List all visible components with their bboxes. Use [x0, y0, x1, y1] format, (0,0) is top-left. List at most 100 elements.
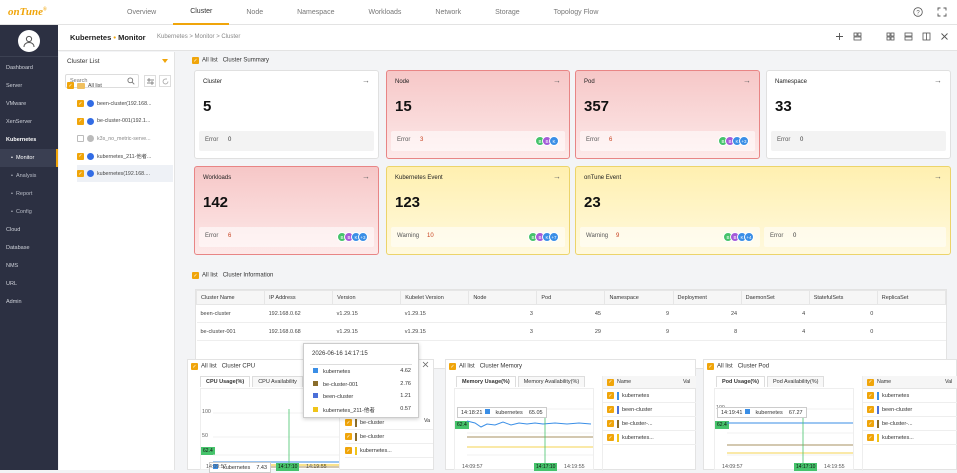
help-icon[interactable]: ? [913, 7, 923, 17]
tab-all-list[interactable]: All list [202, 57, 218, 64]
checkbox[interactable]: ✓ [867, 434, 874, 441]
checkbox[interactable]: ✓ [77, 152, 84, 160]
column-header[interactable]: Cluster Name [196, 290, 266, 305]
tab-cluster-pod[interactable]: Cluster Pod [737, 363, 770, 370]
summary-card-pod[interactable]: Pod → 357 Error 6 B B K +3 [575, 70, 760, 159]
cluster-badge[interactable]: +4 [744, 232, 754, 242]
topnav-tab-node[interactable]: Node [246, 9, 264, 16]
topnav-tab-overview[interactable]: Overview [127, 9, 157, 16]
fullscreen-icon[interactable] [937, 7, 947, 17]
sidebar-item-cloud[interactable]: Cloud [0, 221, 58, 239]
grid-view-icon[interactable] [886, 32, 895, 41]
all-list-checkbox[interactable]: ✓ [191, 363, 198, 370]
cluster-badge[interactable]: +3 [739, 136, 749, 146]
select-all-checkbox[interactable]: ✓ [867, 378, 874, 386]
sidebar-item-server[interactable]: Server [0, 77, 58, 95]
tab-cluster-summary[interactable]: Cluster Summary [222, 57, 270, 64]
topnav-tab-network[interactable]: Network [435, 9, 462, 16]
tree-item-cluster[interactable]: ✓ been-cluster(192.168... [77, 95, 151, 112]
list-view-icon[interactable] [904, 32, 913, 41]
tab-all-list[interactable]: All list [202, 272, 218, 279]
summary-card-cluster[interactable]: Cluster → 5 Error 0 [194, 70, 379, 159]
checkbox[interactable]: ✓ [77, 100, 84, 107]
checkbox[interactable]: ✓ [607, 392, 614, 399]
tree-item-cluster[interactable]: ✓ kubernetes(192.168.... [77, 165, 173, 182]
legend-row[interactable]: ✓ kubernetes... [863, 431, 957, 445]
column-header[interactable]: Deployment [672, 290, 742, 305]
checkbox[interactable]: ✓ [345, 433, 352, 440]
column-header[interactable]: Kubelet Version [400, 290, 470, 305]
table-row[interactable]: been-cluster 192.168.0.62 v1.29.15 v1.29.15… [196, 304, 946, 323]
column-header[interactable]: Version [332, 290, 402, 305]
tab-all-list[interactable]: All list [201, 363, 217, 370]
close-icon[interactable] [940, 32, 949, 41]
sidebar-item-kubernetes[interactable]: Kubernetes [0, 131, 58, 149]
sidebar-item-monitor[interactable]: • Monitor [0, 149, 58, 167]
tab-cluster-cpu[interactable]: Cluster CPU [221, 363, 256, 370]
legend-row[interactable]: ✓ been-cluster [863, 403, 957, 417]
column-header[interactable]: Node [468, 290, 538, 305]
tree-item-cluster[interactable]: k3s_no_metric-serve... [77, 130, 151, 147]
column-header[interactable]: DaemonSet [740, 290, 810, 305]
checkbox[interactable]: ✓ [867, 392, 874, 399]
checkbox[interactable] [77, 135, 84, 142]
checkbox[interactable]: ✓ [345, 447, 352, 454]
sidebar-item-nms[interactable]: NMS [0, 257, 58, 275]
filter-icon[interactable] [144, 75, 156, 87]
refresh-icon[interactable] [159, 75, 171, 87]
checkbox[interactable]: ✓ [345, 419, 352, 426]
topnav-tab-workloads[interactable]: Workloads [368, 9, 402, 16]
topnav-tab-cluster[interactable]: Cluster [173, 0, 230, 25]
sidebar-item-config[interactable]: • Config [0, 203, 58, 221]
cluster-badge[interactable]: K [549, 136, 559, 146]
tab-memory-availability[interactable]: Memory Availability(%) [517, 376, 586, 387]
sidebar-item-report[interactable]: • Report [0, 185, 58, 203]
tab-cpu-usage[interactable]: CPU Usage(%) [200, 376, 251, 387]
column-header[interactable]: ReplicaSet [876, 290, 946, 305]
split-view-icon[interactable] [922, 32, 931, 41]
column-header[interactable]: Pod [536, 290, 606, 305]
checkbox[interactable]: ✓ [867, 406, 874, 413]
summary-card-namespace[interactable]: Namespace → 33 Error 0 [766, 70, 951, 159]
all-list-checkbox[interactable]: ✓ [707, 363, 714, 370]
tree-item-cluster[interactable]: ✓ kubernetes_211-他者... [77, 148, 151, 165]
cluster-badge[interactable]: +3 [358, 232, 368, 242]
user-avatar[interactable] [18, 29, 40, 52]
tab-pod-usage[interactable]: Pod Usage(%) [716, 376, 765, 387]
tab-cpu-availability[interactable]: CPU Availability [252, 376, 303, 387]
arrow-right-icon[interactable]: → [362, 76, 370, 85]
all-list-checkbox[interactable]: ✓ [192, 57, 199, 64]
sidebar-item-dashboard[interactable]: Dashboard [0, 59, 58, 77]
checkbox[interactable]: ✓ [77, 117, 84, 125]
sidebar-item-admin[interactable]: Admin [0, 293, 58, 311]
legend-row[interactable]: ✓ be-cluster [345, 416, 433, 430]
column-header[interactable]: StatefulSets [808, 290, 878, 305]
legend-row[interactable]: ✓ be-cluster-... [863, 417, 957, 431]
arrow-right-icon[interactable]: → [553, 76, 561, 85]
checkbox[interactable]: ✓ [867, 420, 874, 427]
arrow-right-icon[interactable]: → [934, 76, 942, 85]
arrow-right-icon[interactable]: → [362, 172, 370, 181]
tab-cluster-information[interactable]: Cluster Information [222, 272, 274, 279]
ontune-logo[interactable]: onTune® [8, 6, 47, 18]
summary-card-node[interactable]: Node → 15 Error 3 B B K [386, 70, 570, 159]
summary-card-kubernetes-event[interactable]: Kubernetes Event → 123 Warning 10 B B K +7 [386, 166, 570, 255]
tab-pod-availability[interactable]: Pod Availability(%) [766, 376, 825, 387]
column-header[interactable]: IP Address [264, 290, 334, 305]
tree-item-all[interactable]: ✓ All list [67, 77, 102, 94]
all-list-checkbox[interactable]: ✓ [192, 272, 199, 279]
tab-all-list[interactable]: All list [459, 363, 475, 370]
sidebar-item-url[interactable]: URL [0, 275, 58, 293]
checkbox[interactable]: ✓ [77, 170, 84, 177]
checkbox[interactable]: ✓ [67, 82, 74, 89]
checkbox[interactable]: ✓ [607, 406, 614, 413]
legend-row[interactable]: ✓ been-cluster [603, 403, 696, 417]
checkbox[interactable]: ✓ [607, 434, 614, 441]
summary-card-workloads[interactable]: Workloads → 142 Error 6 B B K +3 [194, 166, 379, 255]
cluster-badge[interactable]: +7 [549, 232, 559, 242]
summary-card-ontune-event[interactable]: onTune Event → 23 Warning 9 B B K +4 Error 0 [575, 166, 951, 255]
legend-row[interactable]: ✓ be-cluster [345, 430, 433, 444]
tree-item-cluster[interactable]: ✓ be-cluster-001(192.1... [77, 113, 150, 130]
checkbox[interactable]: ✓ [607, 420, 614, 427]
legend-row[interactable]: ✓ kubernetes... [603, 431, 696, 445]
